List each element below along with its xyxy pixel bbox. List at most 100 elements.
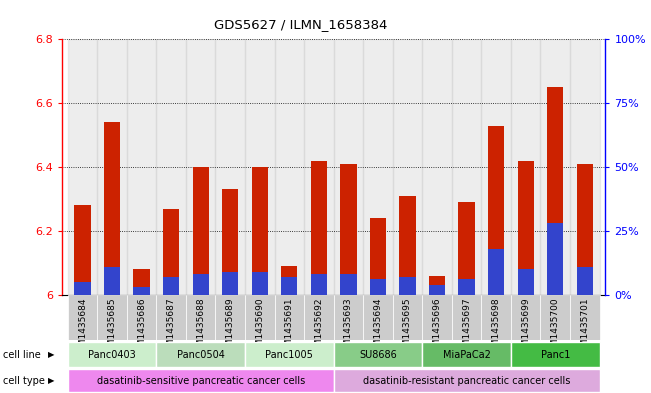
- Bar: [429, 285, 445, 295]
- Text: GSM1435687: GSM1435687: [167, 297, 176, 358]
- Bar: [193, 167, 209, 295]
- Bar: [393, 295, 422, 340]
- Bar: [104, 266, 120, 295]
- Bar: [488, 249, 505, 295]
- Bar: [252, 167, 268, 295]
- Text: GSM1435684: GSM1435684: [78, 297, 87, 358]
- Bar: [458, 202, 475, 295]
- Bar: [311, 161, 327, 295]
- Bar: [393, 39, 422, 295]
- Bar: [518, 269, 534, 295]
- Text: GSM1435700: GSM1435700: [551, 297, 560, 358]
- Text: Panc1005: Panc1005: [266, 350, 313, 360]
- Bar: [186, 39, 215, 295]
- Text: GSM1435698: GSM1435698: [492, 297, 501, 358]
- Bar: [488, 125, 505, 295]
- Bar: [511, 342, 600, 367]
- Bar: [311, 274, 327, 295]
- Bar: [363, 39, 393, 295]
- Text: dasatinib-sensitive pancreatic cancer cells: dasatinib-sensitive pancreatic cancer ce…: [96, 376, 305, 386]
- Bar: [133, 287, 150, 295]
- Bar: [215, 295, 245, 340]
- Bar: [127, 39, 156, 295]
- Bar: [252, 272, 268, 295]
- Bar: [429, 275, 445, 295]
- Text: GSM1435688: GSM1435688: [196, 297, 205, 358]
- Bar: [156, 342, 245, 367]
- Text: cell type: cell type: [3, 376, 45, 386]
- Text: GSM1435694: GSM1435694: [374, 297, 382, 358]
- Text: SU8686: SU8686: [359, 350, 397, 360]
- Bar: [156, 295, 186, 340]
- Bar: [68, 39, 97, 295]
- Bar: [422, 39, 452, 295]
- Bar: [547, 223, 563, 295]
- Text: GSM1435692: GSM1435692: [314, 297, 324, 358]
- Text: GSM1435701: GSM1435701: [580, 297, 589, 358]
- Bar: [540, 295, 570, 340]
- Text: GSM1435696: GSM1435696: [432, 297, 441, 358]
- Bar: [304, 39, 334, 295]
- Text: ▶: ▶: [48, 376, 54, 385]
- Bar: [481, 295, 511, 340]
- Bar: [370, 279, 386, 295]
- Bar: [577, 164, 593, 295]
- Bar: [245, 342, 334, 367]
- Text: MiaPaCa2: MiaPaCa2: [443, 350, 490, 360]
- Bar: [370, 218, 386, 295]
- Bar: [245, 295, 275, 340]
- Text: dasatinib-resistant pancreatic cancer cells: dasatinib-resistant pancreatic cancer ce…: [363, 376, 570, 386]
- Bar: [511, 295, 540, 340]
- Bar: [340, 274, 357, 295]
- Text: GSM1435697: GSM1435697: [462, 297, 471, 358]
- Bar: [422, 295, 452, 340]
- Bar: [222, 189, 238, 295]
- Bar: [577, 266, 593, 295]
- Bar: [74, 282, 90, 295]
- Bar: [275, 39, 304, 295]
- Bar: [340, 164, 357, 295]
- Bar: [104, 122, 120, 295]
- Bar: [127, 295, 156, 340]
- Bar: [186, 295, 215, 340]
- Bar: [304, 295, 334, 340]
- Bar: [363, 295, 393, 340]
- Text: Panc1: Panc1: [540, 350, 570, 360]
- Text: GSM1435686: GSM1435686: [137, 297, 146, 358]
- Bar: [547, 87, 563, 295]
- Text: GSM1435695: GSM1435695: [403, 297, 412, 358]
- Text: GSM1435691: GSM1435691: [285, 297, 294, 358]
- Bar: [334, 295, 363, 340]
- Bar: [193, 274, 209, 295]
- Text: GSM1435690: GSM1435690: [255, 297, 264, 358]
- Bar: [281, 277, 298, 295]
- Bar: [334, 369, 600, 392]
- Text: GDS5627 / ILMN_1658384: GDS5627 / ILMN_1658384: [214, 18, 388, 31]
- Bar: [570, 295, 600, 340]
- Bar: [245, 39, 275, 295]
- Text: cell line: cell line: [3, 350, 41, 360]
- Text: GSM1435693: GSM1435693: [344, 297, 353, 358]
- Bar: [222, 272, 238, 295]
- Text: Panc0403: Panc0403: [88, 350, 136, 360]
- Bar: [156, 39, 186, 295]
- Text: Panc0504: Panc0504: [177, 350, 225, 360]
- Bar: [481, 39, 511, 295]
- Bar: [97, 295, 127, 340]
- Bar: [275, 295, 304, 340]
- Bar: [163, 277, 179, 295]
- Bar: [281, 266, 298, 295]
- Bar: [133, 269, 150, 295]
- Bar: [518, 161, 534, 295]
- Bar: [215, 39, 245, 295]
- Bar: [334, 342, 422, 367]
- Bar: [163, 209, 179, 295]
- Bar: [399, 277, 415, 295]
- Bar: [458, 279, 475, 295]
- Text: ▶: ▶: [48, 350, 54, 359]
- Bar: [68, 342, 156, 367]
- Text: GSM1435689: GSM1435689: [226, 297, 235, 358]
- Bar: [334, 39, 363, 295]
- Bar: [74, 205, 90, 295]
- Text: GSM1435699: GSM1435699: [521, 297, 530, 358]
